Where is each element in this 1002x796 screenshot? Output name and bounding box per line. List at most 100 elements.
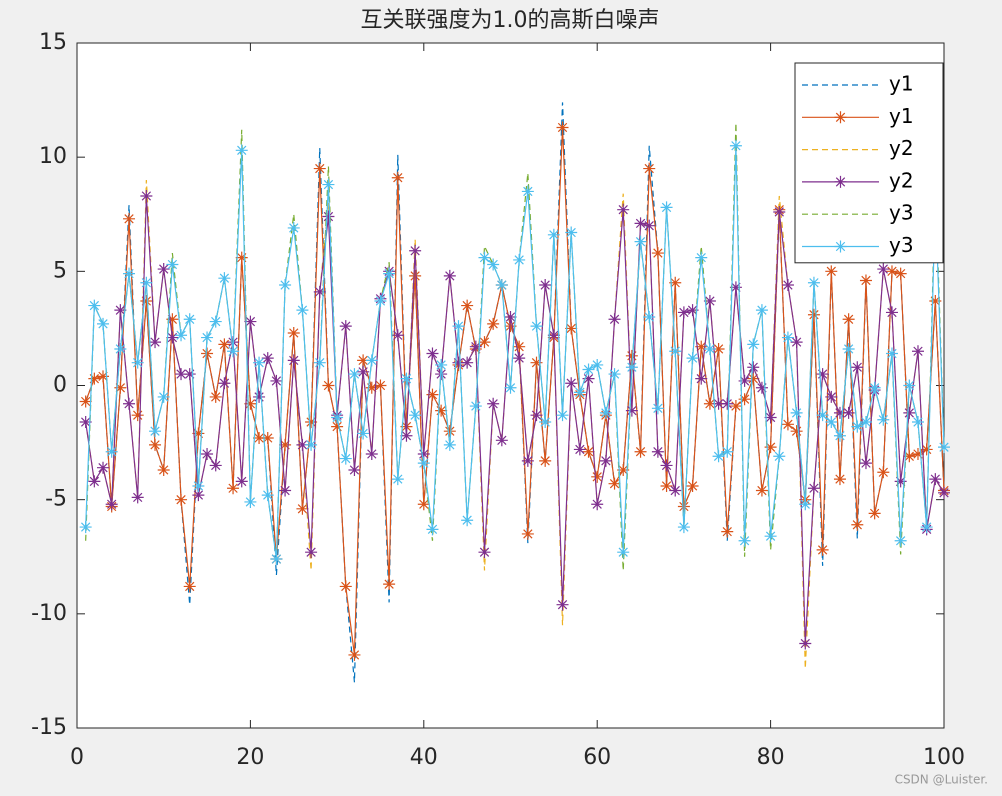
data-marker [140, 276, 153, 289]
legend-label: y2 [889, 168, 914, 192]
data-marker [807, 276, 820, 289]
y-tick-label: -5 [45, 487, 67, 512]
data-marker [157, 390, 170, 403]
data-marker [504, 381, 517, 394]
data-marker [348, 463, 361, 476]
data-marker [773, 450, 786, 463]
data-marker [322, 178, 335, 191]
data-marker [123, 212, 136, 225]
data-marker [296, 304, 309, 317]
data-marker [409, 269, 422, 282]
data-marker [617, 546, 630, 559]
data-marker [123, 397, 136, 410]
data-marker [712, 450, 725, 463]
data-marker [773, 205, 786, 218]
data-marker [374, 295, 387, 308]
data-marker [877, 413, 890, 426]
data-marker [175, 329, 188, 342]
data-marker [582, 363, 595, 376]
data-marker [885, 306, 898, 319]
data-marker [539, 416, 552, 429]
data-marker [88, 299, 101, 312]
x-tick-label: 60 [583, 745, 611, 770]
data-marker [235, 144, 248, 157]
data-marker [885, 347, 898, 360]
data-marker [851, 361, 864, 374]
data-marker [686, 352, 699, 365]
data-marker [97, 370, 110, 383]
data-marker [357, 365, 370, 378]
data-marker [443, 425, 456, 438]
data-marker [417, 457, 430, 470]
data-marker [469, 340, 482, 353]
data-marker [244, 315, 257, 328]
data-marker [582, 372, 595, 385]
data-marker [643, 162, 656, 175]
data-marker [218, 338, 231, 351]
data-marker [218, 377, 231, 390]
data-marker [660, 479, 673, 492]
data-marker [938, 486, 950, 499]
legend-label: y1 [889, 72, 914, 96]
data-marker [166, 313, 179, 326]
data-marker [738, 374, 751, 387]
data-marker [764, 411, 777, 424]
data-marker [391, 171, 404, 184]
data-marker [747, 361, 760, 374]
data-marker [582, 445, 595, 458]
legend-label: y2 [889, 136, 914, 160]
data-marker [461, 356, 474, 369]
data-marker [556, 121, 569, 134]
data-marker [617, 203, 630, 216]
data-marker [209, 459, 222, 472]
data-marker [660, 459, 673, 472]
data-marker [461, 514, 474, 527]
data-marker [287, 221, 300, 234]
data-marker [305, 546, 318, 559]
data-marker [825, 416, 838, 429]
data-marker [721, 525, 734, 538]
data-marker [157, 463, 170, 476]
data-marker [435, 358, 448, 371]
data-marker [833, 406, 846, 419]
data-marker [383, 578, 396, 591]
data-marker [755, 381, 768, 394]
data-marker [729, 400, 742, 413]
data-marker [669, 276, 682, 289]
data-marker [599, 406, 612, 419]
data-marker [903, 406, 916, 419]
data-marker [842, 342, 855, 355]
data-marker [253, 432, 266, 445]
data-marker [903, 450, 916, 463]
data-marker [201, 448, 214, 460]
data-marker [244, 397, 257, 410]
data-marker [235, 475, 248, 488]
data-marker [487, 397, 500, 410]
chart-title: 互关联强度为1.0的高斯白噪声 [361, 8, 660, 33]
data-marker [651, 402, 664, 415]
data-marker [339, 320, 352, 333]
data-marker [149, 438, 162, 451]
data-marker [565, 377, 578, 390]
data-marker [175, 493, 188, 506]
data-marker [712, 342, 725, 355]
data-marker [504, 311, 517, 323]
data-marker [339, 452, 352, 465]
data-marker [357, 354, 370, 367]
data-marker [400, 429, 413, 442]
data-marker [365, 354, 378, 367]
data-marker [322, 379, 335, 392]
data-marker [495, 434, 508, 447]
data-marker [201, 331, 214, 344]
data-marker [296, 438, 309, 451]
data-marker [105, 445, 118, 458]
data-marker [816, 543, 829, 556]
data-marker [400, 372, 413, 385]
legend-box [794, 62, 944, 264]
data-marker [859, 416, 872, 429]
data-marker [478, 336, 491, 349]
data-marker [695, 372, 708, 385]
data-marker [816, 368, 829, 381]
data-marker [105, 498, 118, 511]
